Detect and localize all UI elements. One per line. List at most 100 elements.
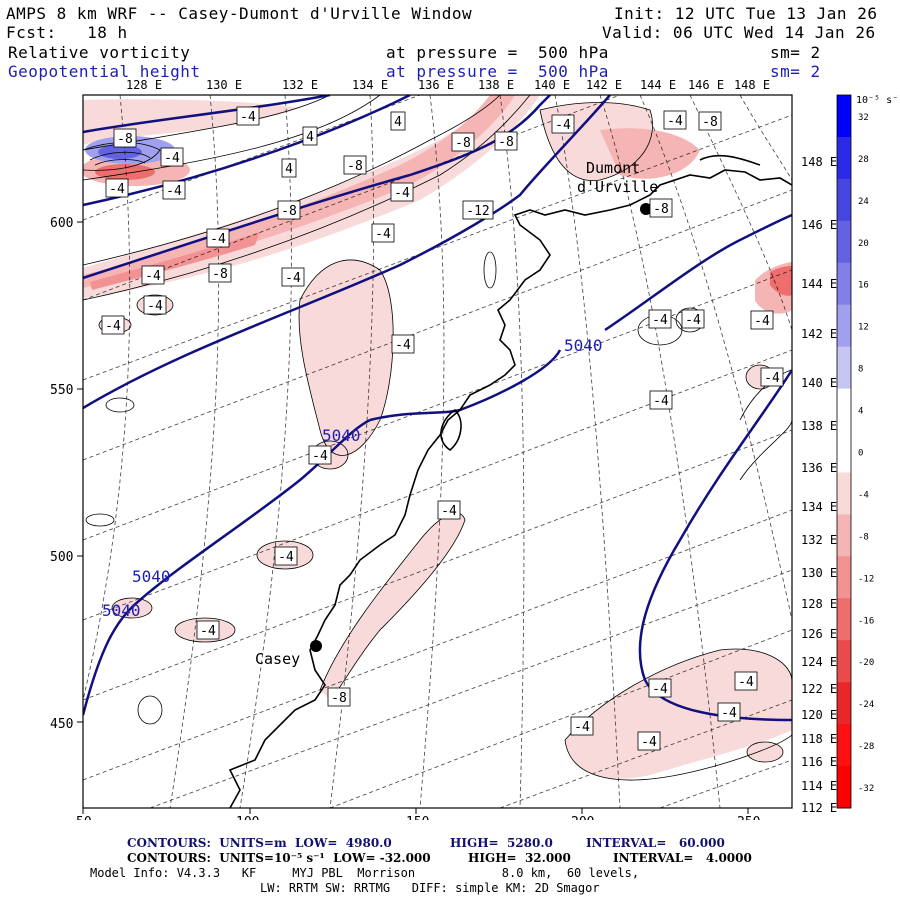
- dumont-durville-label-1: Dumont: [586, 159, 640, 177]
- vorticity-value-label: -4: [196, 620, 220, 640]
- svg-text:-4: -4: [652, 313, 668, 328]
- svg-text:-8: -8: [498, 135, 514, 150]
- svg-text:4: 4: [306, 130, 314, 145]
- footer-vort-units: CONTOURS: UNITS=10⁻⁵ s⁻¹ LOW= -32.000: [127, 851, 431, 865]
- colorbar-tick-label: -20: [858, 658, 874, 668]
- right-longitude-label: 122 E: [801, 682, 837, 696]
- colorbar-tick-label: 28: [858, 155, 869, 165]
- svg-text:-4: -4: [738, 675, 754, 690]
- vorticity-value-label: -4: [734, 671, 758, 691]
- svg-text:-4: -4: [653, 394, 669, 409]
- colorbar-swatch: [837, 598, 851, 641]
- right-longitude-label: 128 E: [801, 597, 837, 611]
- colorbar-swatch: [837, 766, 851, 809]
- svg-text:-4: -4: [109, 182, 125, 197]
- map-canvas: [83, 95, 792, 808]
- svg-text:-8: -8: [347, 159, 363, 174]
- vorticity-value-label: -12: [462, 200, 494, 220]
- colorbar-swatch: [837, 178, 851, 222]
- height-label: 5040: [564, 336, 603, 355]
- colorbar-swatch: [837, 514, 851, 557]
- vorticity-value-label: -4: [274, 546, 298, 566]
- top-longitude-label: 132 E: [282, 78, 318, 92]
- svg-text:-4: -4: [166, 184, 182, 199]
- footer-vort-high: HIGH= 32.000: [468, 851, 571, 865]
- colorbar-swatch: [837, 640, 851, 683]
- valid-time: Valid: 06 UTC Wed 14 Jan 26: [602, 23, 876, 42]
- svg-text:-4: -4: [147, 299, 163, 314]
- footer-physics-info: LW: RRTM SW: RRTMG DIFF: simple KM: 2D S…: [260, 881, 600, 895]
- colorbar-swatch: [837, 95, 851, 138]
- colorbar-tick-label: -28: [858, 742, 874, 752]
- x-tick-label: 50: [76, 815, 92, 820]
- init-time: Init: 12 UTC Tue 13 Jan 26: [614, 4, 878, 23]
- colorbar-frame: [836, 94, 852, 809]
- vorticity-value-label: -4: [648, 678, 672, 698]
- top-longitude-label: 140 E: [534, 78, 570, 92]
- vorticity-value-label: -4: [649, 390, 673, 410]
- y-tick-label: 450: [50, 717, 73, 732]
- vorticity-value-label: 4: [302, 126, 318, 146]
- vorticity-value-label: -8: [494, 131, 518, 151]
- colorbar-tick-label: -24: [858, 700, 874, 710]
- right-longitude-label: 124 E: [801, 655, 837, 669]
- colorbar-swatch: [837, 346, 851, 390]
- svg-text:-4: -4: [285, 271, 301, 286]
- x-tick-label: 150: [406, 815, 429, 820]
- vorticity-value-label: -8: [327, 687, 351, 707]
- right-longitude-label: 112 E: [801, 801, 837, 815]
- graticule: [83, 95, 792, 808]
- dumont-durville-marker: [640, 203, 652, 215]
- right-longitude-label: 146 E: [801, 218, 837, 232]
- top-longitude-label: 148 E: [734, 78, 770, 92]
- field2-name: Geopotential height: [8, 62, 201, 81]
- vorticity-value-label: -4: [637, 731, 661, 751]
- svg-text:-8: -8: [212, 267, 228, 282]
- map-title: AMPS 8 km WRF -- Casey-Dumont d'Urville …: [6, 4, 473, 23]
- top-longitude-label: 142 E: [586, 78, 622, 92]
- vorticity-value-label: -4: [663, 110, 687, 130]
- right-longitude-label: 120 E: [801, 708, 837, 722]
- vorticity-value-label: -4: [206, 228, 230, 248]
- colorbar-unit: 10⁻⁵ s⁻¹: [856, 95, 900, 106]
- colorbar-tick-label: -16: [858, 616, 874, 626]
- field1-smoothing: sm= 2: [770, 43, 821, 62]
- y-tick-label: 550: [50, 383, 73, 398]
- vorticity-value-label: -8: [343, 155, 367, 175]
- svg-text:-4: -4: [278, 550, 294, 565]
- right-longitude-label: 144 E: [801, 277, 837, 291]
- footer-height-high: HIGH= 5280.0: [450, 836, 553, 850]
- vorticity-value-label: -4: [281, 267, 305, 287]
- colorbar-tick-label: 16: [858, 281, 869, 291]
- svg-text:-12: -12: [466, 204, 489, 219]
- svg-text:-4: -4: [395, 338, 411, 353]
- colorbar-tick-label: 20: [858, 239, 869, 249]
- colorbar-tick-label: -4: [858, 490, 869, 500]
- y-tick-label: 600: [50, 216, 73, 231]
- map-panel: Dumont d'Urville Casey 5040 5040 5040 50…: [50, 78, 900, 820]
- svg-text:-8: -8: [455, 136, 471, 151]
- vorticity-value-label: -4: [105, 178, 129, 198]
- svg-text:4: 4: [394, 115, 402, 130]
- vorticity-value-label: -4: [371, 223, 395, 243]
- vorticity-value-label: -4: [236, 106, 260, 126]
- height-label: 5040: [322, 426, 361, 445]
- colorbar-swatch: [837, 388, 851, 432]
- dumont-durville-label-2: d'Urville: [577, 178, 658, 196]
- svg-text:-8: -8: [281, 204, 297, 219]
- x-tick-label: 100: [236, 815, 259, 820]
- vorticity-value-label: -4: [162, 180, 186, 200]
- vorticity-value-label: -4: [570, 716, 594, 736]
- vorticity-value-label: -4: [160, 147, 184, 167]
- colorbar: 32 28 24 20 16 12 8 4 0 -4 -8 -12 -16 -20 -24 -28 -32: [836, 94, 874, 809]
- right-longitude-label: 140 E: [801, 376, 837, 390]
- vorticity-value-label: -8: [277, 200, 301, 220]
- svg-text:-4: -4: [667, 114, 683, 129]
- colorbar-tick-label: 0: [858, 449, 863, 459]
- colorbar-swatch: [837, 556, 851, 599]
- right-longitude-label: 134 E: [801, 500, 837, 514]
- top-longitude-label: 144 E: [640, 78, 676, 92]
- svg-text:-4: -4: [641, 735, 657, 750]
- colorbar-tick-label: 24: [858, 197, 869, 207]
- svg-text:-4: -4: [105, 319, 121, 334]
